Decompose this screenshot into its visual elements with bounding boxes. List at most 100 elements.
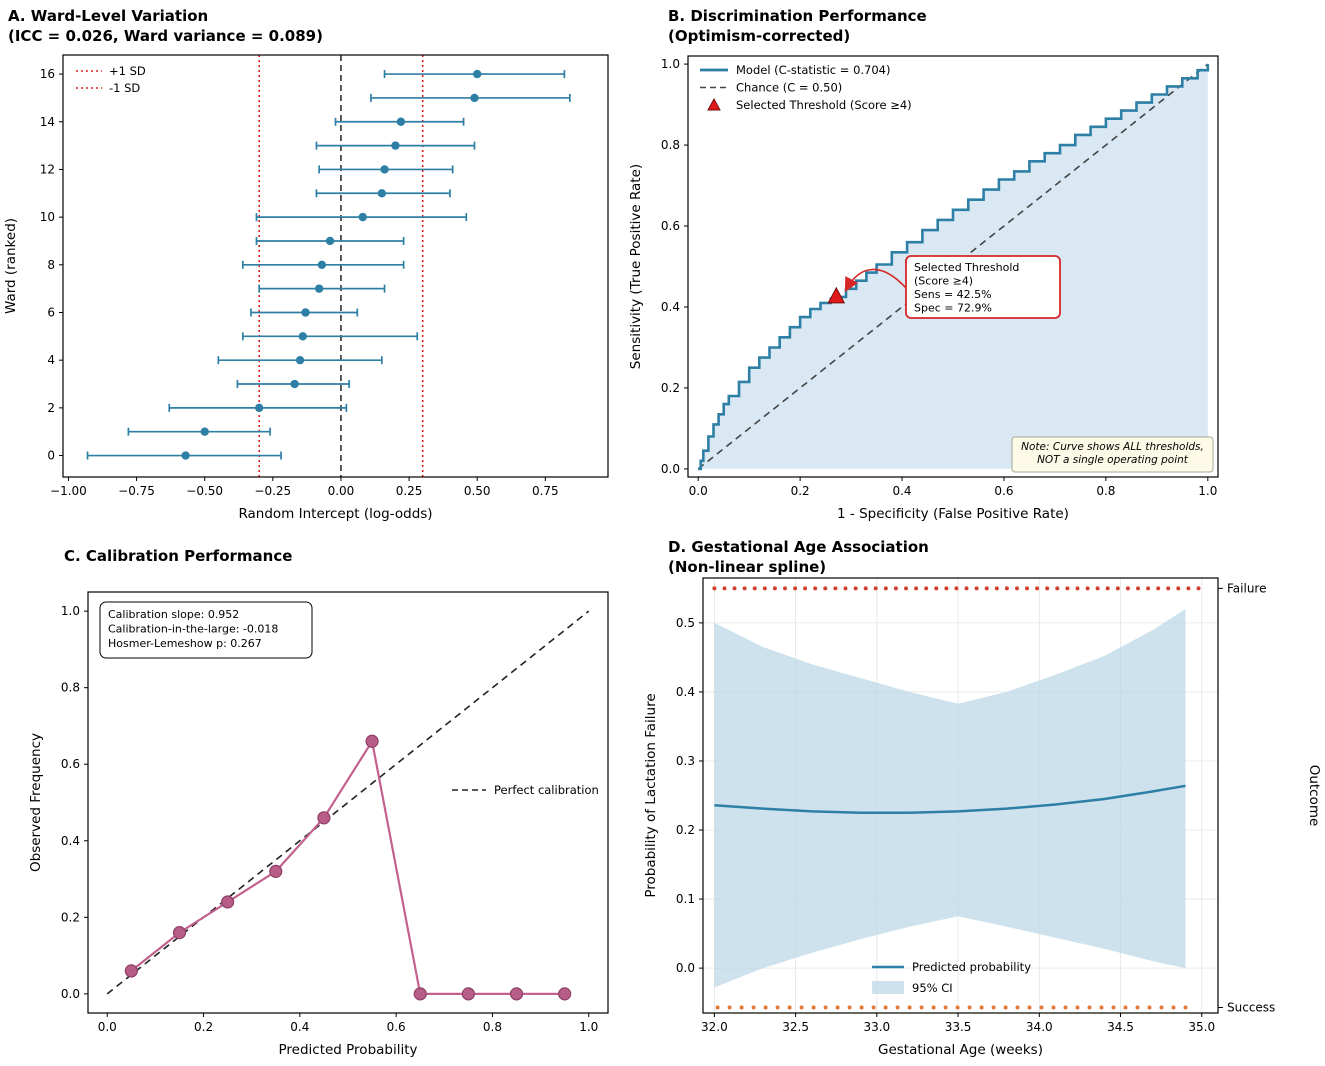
reference-lines bbox=[258, 55, 424, 477]
calibration-curve bbox=[130, 738, 565, 995]
svg-text:0.4: 0.4 bbox=[61, 834, 80, 848]
svg-text:12: 12 bbox=[40, 162, 55, 176]
panel-c-title-line1: C. Calibration Performance bbox=[64, 547, 293, 565]
svg-text:0.2: 0.2 bbox=[194, 1020, 213, 1034]
svg-text:Perfect calibration: Perfect calibration bbox=[494, 783, 599, 797]
svg-text:0.0: 0.0 bbox=[61, 987, 80, 1001]
ci-band bbox=[714, 609, 1186, 988]
panel-c-title: C. Calibration Performance bbox=[64, 546, 292, 566]
svg-text:2: 2 bbox=[47, 401, 55, 415]
panel-b-roc: 0.0 0.2 0.4 0.6 0.8 1.0 0.0 0.2 0.4 0.6 0.8 1.0 1 - … bbox=[628, 55, 1219, 522]
svg-text:(Score ≥4): (Score ≥4) bbox=[914, 275, 973, 288]
panel-a-title: A. Ward-Level Variation (ICC = 0.026, Wa… bbox=[8, 6, 323, 46]
svg-text:Hosmer-Lemeshow p: 0.267: Hosmer-Lemeshow p: 0.267 bbox=[108, 637, 262, 650]
svg-text:Chance (C = 0.50): Chance (C = 0.50) bbox=[736, 81, 842, 95]
x-axis: 32.0 32.5 33.0 33.5 34.0 34.5 35.0 bbox=[701, 1013, 1215, 1034]
svg-text:0.8: 0.8 bbox=[661, 138, 680, 152]
x-axis-label: Predicted Probability bbox=[278, 1042, 417, 1058]
svg-text:Sens = 42.5%: Sens = 42.5% bbox=[914, 288, 992, 301]
threshold-marker bbox=[827, 286, 846, 304]
svg-text:0.4: 0.4 bbox=[676, 685, 695, 699]
panel-c-calibration: 0.0 0.2 0.4 0.6 0.8 1.0 0.0 0.2 0.4 0.6 0.8 1.0 Pred… bbox=[28, 591, 609, 1058]
panel-c-legend: Perfect calibration bbox=[452, 783, 599, 797]
svg-text:0.25: 0.25 bbox=[396, 484, 423, 498]
panel-d-legend: Predicted probability 95% CI bbox=[872, 960, 1031, 995]
panel-d-title: D. Gestational Age Association (Non-line… bbox=[668, 537, 929, 577]
svg-text:Calibration slope: 0.952: Calibration slope: 0.952 bbox=[108, 608, 239, 621]
x-axis-label: Gestational Age (weeks) bbox=[878, 1042, 1043, 1058]
svg-text:−0.75: −0.75 bbox=[118, 484, 155, 498]
panel-d-spline: 32.0 32.5 33.0 33.5 34.0 34.5 35.0 0.0 0.1 0.2 0.3… bbox=[643, 577, 1322, 1058]
svg-text:0.2: 0.2 bbox=[791, 484, 810, 498]
svg-text:0: 0 bbox=[47, 449, 55, 463]
svg-text:10: 10 bbox=[40, 210, 55, 224]
panel-b-legend: Model (C-statistic = 0.704) Chance (C = 0… bbox=[700, 63, 912, 112]
svg-text:33.5: 33.5 bbox=[945, 1020, 972, 1034]
svg-text:0.8: 0.8 bbox=[61, 681, 80, 695]
failure-rug bbox=[712, 586, 1201, 591]
svg-text:6: 6 bbox=[47, 305, 55, 319]
x-axis: 0.0 0.2 0.4 0.6 0.8 1.0 bbox=[98, 1013, 598, 1034]
svg-text:32.0: 32.0 bbox=[701, 1020, 728, 1034]
svg-text:0.4: 0.4 bbox=[892, 484, 911, 498]
panel-a-title-line1: A. Ward-Level Variation bbox=[8, 7, 209, 25]
svg-text:8: 8 bbox=[47, 258, 55, 272]
svg-text:0.6: 0.6 bbox=[387, 1020, 406, 1034]
svg-text:33.0: 33.0 bbox=[863, 1020, 890, 1034]
y-axis-label: Probability of Lactation Failure bbox=[643, 693, 659, 897]
svg-text:0.00: 0.00 bbox=[328, 484, 355, 498]
svg-text:0.2: 0.2 bbox=[661, 381, 680, 395]
plot-frame bbox=[62, 54, 609, 478]
svg-text:−0.50: −0.50 bbox=[186, 484, 223, 498]
panel-a-title-line2: (ICC = 0.026, Ward variance = 0.089) bbox=[8, 27, 323, 45]
roc-note: Note: Curve shows ALL thresholds,NOT a s… bbox=[1011, 436, 1214, 473]
y-axis: 0 2 4 6 8 10 12 14 16 bbox=[40, 67, 63, 463]
success-rug bbox=[715, 1005, 1188, 1010]
svg-text:0.75: 0.75 bbox=[532, 484, 559, 498]
svg-text:1.0: 1.0 bbox=[61, 604, 80, 618]
svg-text:Selected Threshold (Score ≥4): Selected Threshold (Score ≥4) bbox=[736, 98, 912, 112]
svg-text:0.3: 0.3 bbox=[676, 754, 695, 768]
svg-text:4: 4 bbox=[47, 353, 55, 367]
svg-text:Success: Success bbox=[1227, 1000, 1275, 1014]
panel-d-title-line2: (Non-linear spline) bbox=[668, 558, 827, 576]
svg-text:0.4: 0.4 bbox=[661, 300, 680, 314]
y-axis: 0.0 0.1 0.2 0.3 0.4 0.5 bbox=[676, 616, 703, 975]
svg-text:14: 14 bbox=[40, 115, 55, 129]
svg-text:0.50: 0.50 bbox=[464, 484, 491, 498]
svg-text:0.8: 0.8 bbox=[483, 1020, 502, 1034]
predicted-probability-line bbox=[714, 784, 1186, 815]
svg-text:1.0: 1.0 bbox=[579, 1020, 598, 1034]
calibration-points bbox=[124, 734, 572, 1001]
svg-text:Selected Threshold: Selected Threshold bbox=[914, 261, 1019, 274]
svg-text:0.0: 0.0 bbox=[661, 462, 680, 476]
svg-text:0.0: 0.0 bbox=[676, 961, 695, 975]
y-axis-label: Observed Frequency bbox=[28, 733, 44, 872]
svg-text:+1 SD: +1 SD bbox=[109, 64, 146, 78]
svg-text:−1.00: −1.00 bbox=[50, 484, 87, 498]
svg-text:Model (C-statistic = 0.704): Model (C-statistic = 0.704) bbox=[736, 63, 890, 77]
svg-text:Spec = 72.9%: Spec = 72.9% bbox=[914, 302, 992, 315]
svg-text:NOT a single operating point: NOT a single operating point bbox=[1037, 454, 1189, 466]
svg-text:0.6: 0.6 bbox=[61, 757, 80, 771]
svg-text:0.5: 0.5 bbox=[676, 616, 695, 630]
svg-text:34.5: 34.5 bbox=[1107, 1020, 1134, 1034]
panel-b-title-line2: (Optimism-corrected) bbox=[668, 27, 851, 45]
roc-curve bbox=[698, 64, 1210, 471]
svg-text:0.2: 0.2 bbox=[676, 823, 695, 837]
svg-text:95% CI: 95% CI bbox=[912, 981, 953, 995]
perfect-calibration-line bbox=[106, 610, 590, 995]
svg-text:35.0: 35.0 bbox=[1188, 1020, 1215, 1034]
svg-text:0.0: 0.0 bbox=[98, 1020, 117, 1034]
svg-text:Calibration-in-the-large: -0.0: Calibration-in-the-large: -0.018 bbox=[108, 623, 278, 636]
y-axis: 0.0 0.2 0.4 0.6 0.8 1.0 bbox=[61, 604, 88, 1001]
svg-text:0.8: 0.8 bbox=[1096, 484, 1115, 498]
panel-a-forest-plot: −1.00 −0.75 −0.50 −0.25 0.00 0.25 0.50 0.75 0 2 4 6… bbox=[3, 54, 609, 522]
panel-a-legend: +1 SD -1 SD bbox=[76, 64, 146, 95]
right-axis-label: Outcome bbox=[1306, 765, 1322, 827]
ward-error-bars bbox=[86, 69, 571, 460]
svg-text:16: 16 bbox=[40, 67, 55, 81]
svg-text:Predicted probability: Predicted probability bbox=[912, 960, 1031, 974]
